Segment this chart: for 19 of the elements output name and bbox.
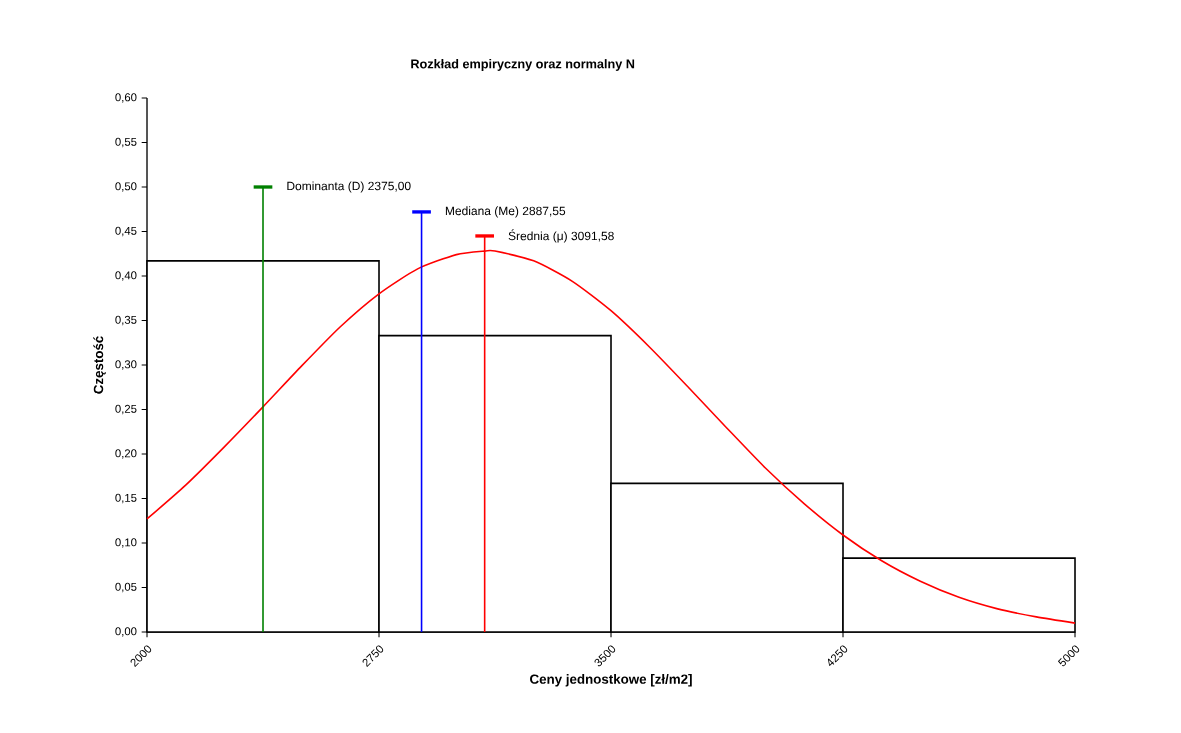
- annotation: Dominanta (D) 2375,00: [287, 181, 411, 193]
- y-tick-label: 0,55: [115, 137, 137, 148]
- annotation: Mediana (Me) 2887,55: [445, 206, 566, 218]
- y-tick-label: 0,35: [115, 315, 137, 326]
- y-tick-label: 0,05: [115, 582, 137, 593]
- y-tick-label: 0,25: [115, 404, 137, 415]
- y-tick-label: 0,30: [115, 360, 137, 370]
- x-axis-title: Ceny jednostkowe [zł/m2]: [530, 674, 692, 687]
- y-axis-title: Częstość: [93, 336, 106, 394]
- y-tick-label: 0,00: [115, 627, 137, 637]
- chart-title: Rozkład empiryczny oraz normalny N: [411, 59, 635, 71]
- y-tick-label: 0,60: [115, 93, 137, 103]
- y-tick-label: 0,50: [115, 182, 137, 192]
- y-tick-label: 0,45: [115, 226, 137, 237]
- y-tick-label: 0,40: [115, 271, 137, 281]
- y-tick-label: 0,20: [115, 449, 137, 459]
- y-tick-label: 0,10: [115, 538, 137, 548]
- y-tick-label: 0,15: [115, 493, 137, 504]
- annotation: Średnia (μ) 3091,58: [508, 229, 614, 243]
